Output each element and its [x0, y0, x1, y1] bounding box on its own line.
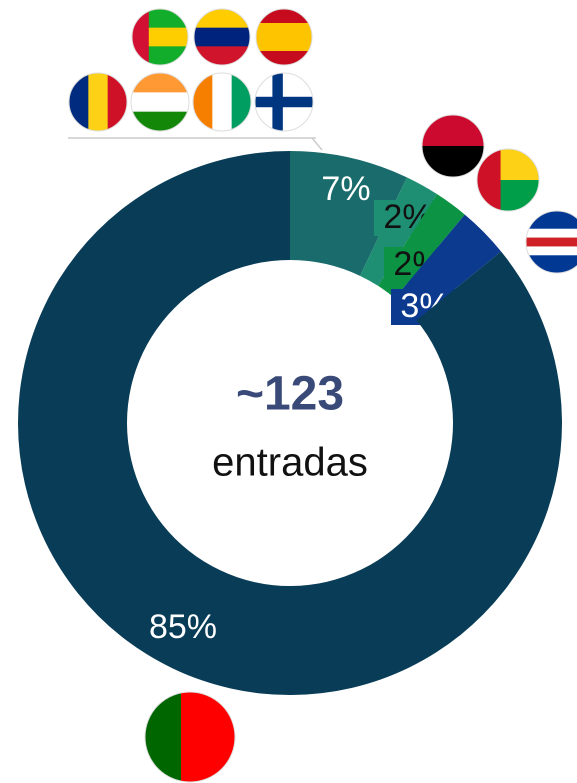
value-label: 85% [149, 608, 217, 646]
donut: 7%2%2%3%85% [17, 151, 563, 695]
center-label: ~123 [236, 368, 344, 421]
donut-segment [17, 151, 563, 695]
center-sublabel: entradas [212, 441, 368, 485]
flag [131, 73, 189, 131]
flag [69, 73, 127, 131]
divider [311, 137, 323, 151]
flag [132, 9, 188, 65]
flag [255, 73, 313, 131]
flag [526, 211, 577, 273]
flag [194, 9, 250, 65]
donut-segment [290, 151, 407, 276]
flag [193, 73, 251, 131]
value-label: 7% [321, 170, 370, 208]
